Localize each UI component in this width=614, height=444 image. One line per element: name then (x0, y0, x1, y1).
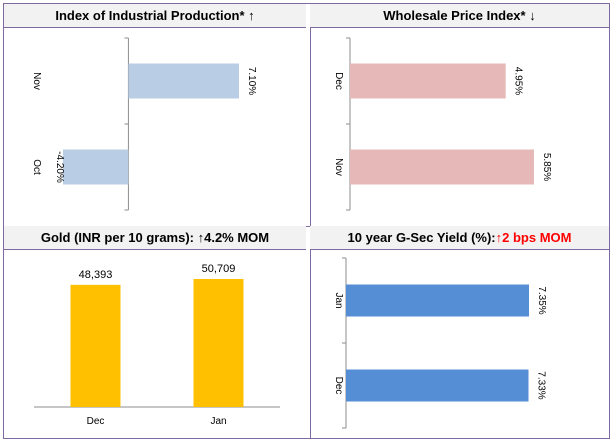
iip-category-label-nov: Nov (31, 72, 42, 90)
gsec-title-text: 10 year G-Sec Yield (%): (347, 230, 496, 245)
iip-data-label-oct: -4.20% (54, 151, 65, 183)
panel-title-gsec: 10 year G-Sec Yield (%): ↑2 bps MOM (310, 226, 609, 250)
gold-bar-jan (193, 279, 244, 407)
gsec-category-label-jan: Jan (333, 292, 344, 308)
wpi-title-text: Wholesale Price Index* ↓ (383, 8, 536, 23)
wpi-category-label-nov: Nov (333, 158, 344, 176)
gold-data-label-dec: 48,393 (79, 269, 113, 281)
wpi-data-label-nov: 5.85% (541, 153, 552, 181)
panel-title-gold: Gold (INR per 10 grams): ↑4.2% MOM (4, 226, 306, 250)
wpi-data-label-dec: 4.95% (513, 67, 524, 95)
iip-bar-nov (128, 63, 239, 99)
gsec-title-change: ↑2 bps MOM (495, 230, 572, 245)
iip-bar-oct (63, 149, 129, 185)
gsec-bar-jan (346, 284, 529, 317)
grid-divider-horizontal (4, 226, 609, 227)
gsec-category-label-dec: Dec (333, 377, 344, 395)
dashboard-grid (3, 3, 610, 439)
gsec-data-label-dec: 7.33% (536, 371, 547, 399)
gsec-data-label-jan: 7.35% (536, 286, 547, 314)
gsec-chart: Jan 7.35% Dec 7.33% (333, 257, 547, 429)
gold-data-label-jan: 50,709 (202, 263, 236, 275)
wpi-chart: Dec 4.95% Nov 5.85% (333, 37, 552, 211)
gold-chart: 48,393 Dec 50,709 Jan (34, 263, 280, 427)
gold-category-label-jan: Jan (210, 416, 226, 427)
gold-category-label-dec: Dec (87, 416, 105, 427)
wpi-bar-dec (350, 63, 506, 99)
iip-category-label-oct: Oct (31, 159, 42, 175)
gold-title-text: Gold (INR per 10 grams): ↑4.2% MOM (40, 230, 270, 245)
grid-divider-vertical (310, 4, 311, 438)
iip-title-text: Index of Industrial Production* ↑ (55, 8, 255, 23)
panel-title-iip: Index of Industrial Production* ↑ (4, 4, 306, 28)
iip-data-label-nov: 7.10% (246, 67, 257, 95)
gsec-bar-dec (346, 369, 529, 402)
wpi-bar-nov (350, 149, 534, 185)
wpi-category-label-dec: Dec (333, 72, 344, 90)
gold-bar-dec (70, 284, 121, 407)
iip-chart: Nov 7.10% Oct -4.20% (31, 37, 257, 211)
panel-title-wpi: Wholesale Price Index* ↓ (310, 4, 609, 28)
